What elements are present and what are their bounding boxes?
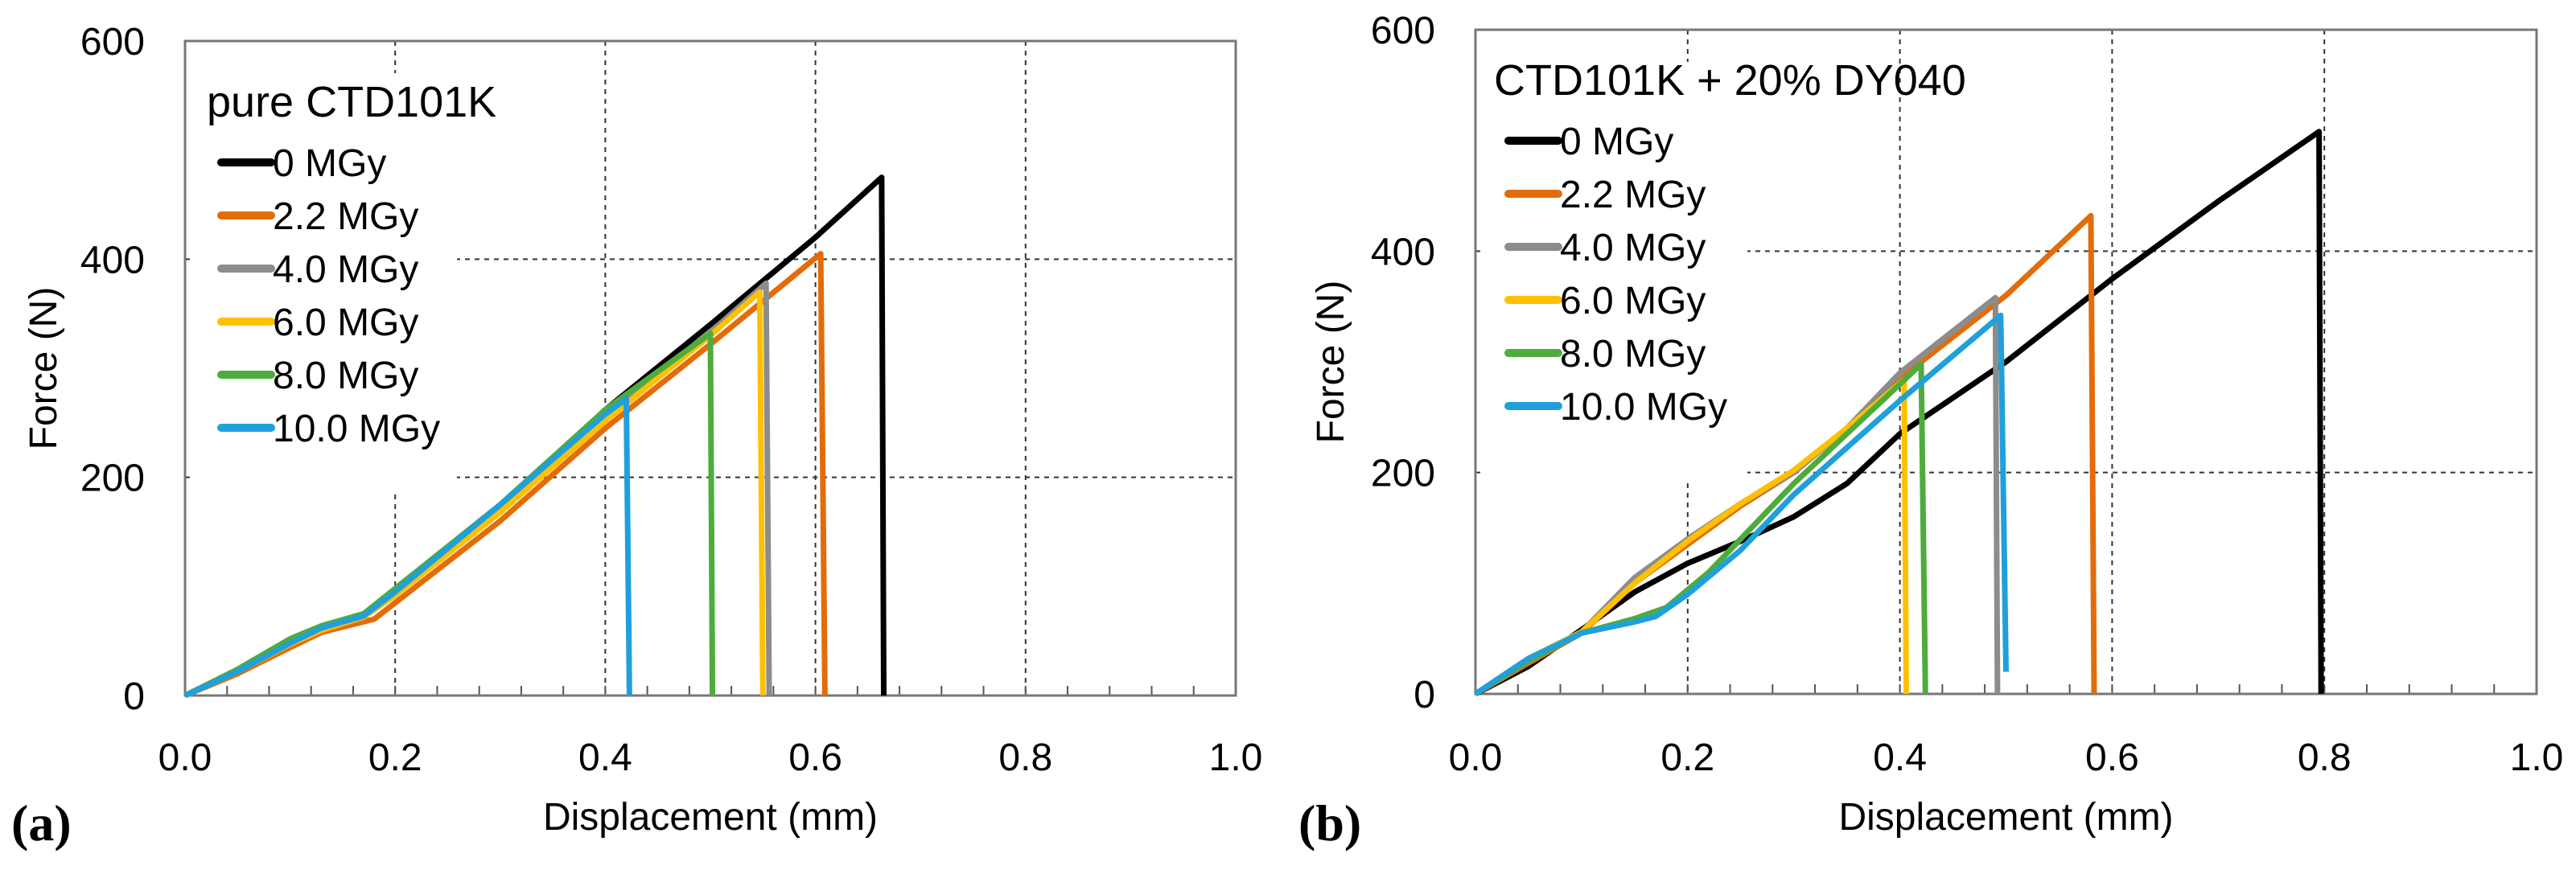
x-axis-title: Displacement (mm) [543,796,878,839]
legend-box [191,73,457,491]
legend-title: pure CTD101K [207,78,496,126]
legend-label: 6.0 MGy [273,302,418,344]
y-axis-title: Force (N) [23,287,65,450]
x-tick-label: 0.8 [2298,737,2352,779]
x-tick-label: 0.4 [578,737,632,779]
legend-title: CTD101K + 20% DY040 [1494,56,1966,105]
legend-label: 6.0 MGy [1560,280,1706,322]
legend-label: 8.0 MGy [273,355,418,397]
x-tick-label: 0.0 [158,737,212,779]
x-tick-label: 0.4 [1873,737,1927,779]
plot-frame [1474,28,2538,696]
y-tick-label: 0 [1414,674,1435,716]
legend-label: 4.0 MGy [273,248,418,291]
x-tick-label: 0.2 [1660,737,1714,779]
legend-label: 2.2 MGy [273,195,418,238]
x-tick-label: 0.8 [998,737,1052,779]
x-tick-label: 1.0 [2510,737,2564,779]
chart-panel-a: 0.0 0.2 0.4 0.6 0.8 1.0 0 200 400 600 Displacement… [11,21,1262,852]
legend-label: 4.0 MGy [1560,227,1706,269]
x-tick-label: 1.0 [1209,737,1263,779]
x-tick-label: 0.6 [2085,737,2139,779]
y-axis-title: Force (N) [1310,281,1352,444]
x-tick-label: 0.0 [1449,737,1503,779]
y-tick-label: 200 [80,458,145,500]
y-tick-label: 200 [1371,453,1435,495]
x-tick-label: 0.6 [788,737,842,779]
legend-box [1482,62,1747,480]
x-tick-label: 0.2 [368,737,422,779]
chart-panel-b: 0.0 0.2 0.4 0.6 0.8 1.0 0 200 400 600 Displacement… [1298,10,2563,852]
legend-label: 2.2 MGy [1560,174,1706,216]
series-line-10-0-mgy [1474,312,2009,696]
panel-label: (b) [1298,794,1361,852]
y-tick-label: 600 [80,21,145,64]
legend-label: 8.0 MGy [1560,333,1706,375]
x-axis-title: Displacement (mm) [1838,796,2173,839]
y-tick-label: 600 [1371,10,1435,52]
legend-label: 0 MGy [1560,121,1673,163]
legend-label: 0 MGy [273,142,386,185]
y-tick-label: 0 [123,675,145,718]
legend-label: 10.0 MGy [273,408,440,450]
y-tick-label: 400 [1371,231,1435,273]
panel-label: (a) [11,794,72,852]
legend-label: 10.0 MGy [1560,386,1727,429]
series-line-10-0-mgy [183,396,632,699]
y-tick-label: 400 [80,239,145,281]
